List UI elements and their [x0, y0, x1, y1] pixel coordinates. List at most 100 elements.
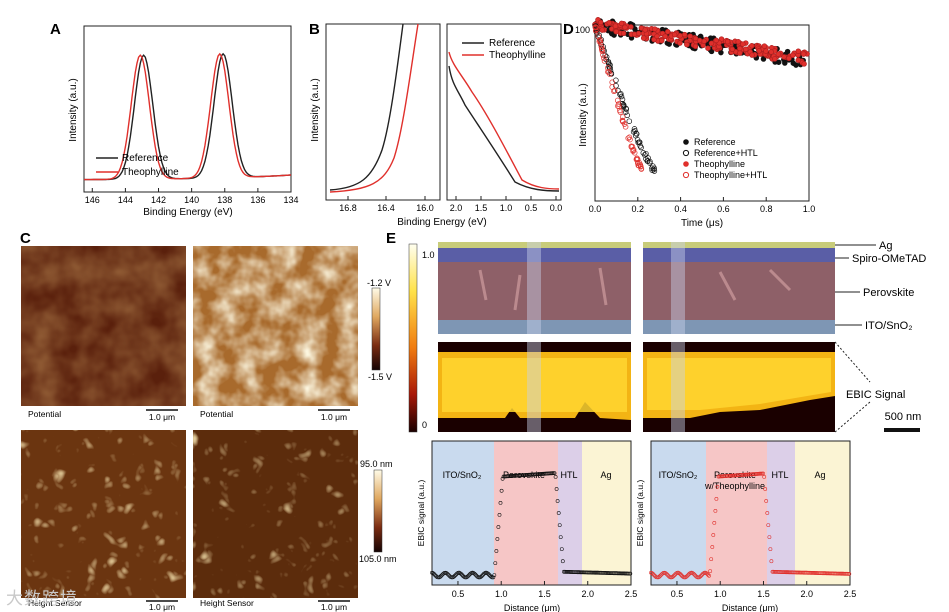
profile-point — [465, 574, 470, 579]
d-data-point — [795, 57, 802, 63]
d-data-point — [599, 27, 605, 33]
b-tick-label: 2.0 — [450, 203, 463, 213]
d-data-point — [609, 79, 615, 86]
d-data-point — [626, 134, 633, 141]
panel-letter-c: C — [20, 230, 31, 247]
layer-label-perovskite: Perovskite — [863, 287, 914, 299]
height-colorbar-bottom: 105.0 nm — [359, 554, 397, 564]
profile-point — [473, 572, 478, 577]
profile-point — [650, 571, 654, 576]
d-data-point — [615, 101, 622, 107]
height-map-theophylline-texture — [193, 430, 358, 598]
d-data-point — [737, 50, 743, 56]
profile-point — [553, 474, 558, 479]
b-left-theophylline-line — [329, 23, 419, 193]
panel-b-left-frame — [325, 23, 441, 201]
c-label-height-2: Height Sensor — [200, 598, 254, 608]
layer-label-ito: ITO/SnO₂ — [865, 320, 912, 332]
region-label-htl-right: HTL — [771, 470, 788, 480]
b-right-theophylline-line — [448, 51, 560, 190]
profile-point — [707, 573, 712, 578]
d-legend-marker-reference — [683, 139, 689, 145]
height-map-reference-texture — [21, 430, 186, 598]
a-tick-label: 134 — [283, 195, 298, 205]
profile-point — [628, 571, 633, 576]
d-data-point — [800, 51, 807, 57]
panel-d-points — [592, 17, 810, 174]
d-data-point — [606, 20, 612, 26]
a-tick-label: 146 — [85, 195, 100, 205]
c-scale-label-1: 1.0 μm — [149, 412, 175, 422]
d-data-point — [640, 35, 647, 41]
profile-point — [709, 557, 714, 562]
d-legend-marker-theophylline — [683, 161, 689, 167]
d-data-point — [618, 91, 624, 97]
profile-point — [500, 476, 505, 481]
profile-point — [765, 511, 770, 515]
profile-point — [479, 574, 484, 578]
d-data-point — [620, 118, 626, 125]
region-label-ag-left: Ag — [600, 470, 611, 480]
d-data-point — [677, 33, 683, 39]
d-data-point — [772, 56, 778, 62]
profile-tick-label: 2.0 — [581, 589, 594, 599]
profile-point — [652, 573, 657, 578]
profile-point — [691, 571, 696, 576]
c-label-potential-2: Potential — [200, 409, 233, 419]
d-data-point — [701, 38, 707, 45]
profile-tick-label: 1.5 — [757, 589, 770, 599]
d-data-point — [633, 131, 640, 137]
d-data-point — [602, 52, 608, 59]
profile-point — [555, 499, 560, 503]
d-legend-reference: Reference — [694, 137, 736, 147]
panel-letter-e: E — [386, 230, 396, 247]
profile-point — [476, 575, 481, 580]
d-data-point — [618, 93, 625, 100]
panel-a-ticks: 146 144 142 140 138 136 134 — [85, 188, 299, 205]
b-right-reference-line — [448, 65, 560, 192]
d-data-point — [749, 52, 755, 58]
profile-point — [494, 549, 499, 553]
potential-colorbar-bottom: -1.5 V — [368, 372, 392, 382]
profile-point — [708, 569, 713, 574]
d-data-point — [631, 150, 638, 156]
profile-point — [664, 572, 669, 576]
profile-point — [554, 487, 559, 491]
panel-b: B 16.8 16.4 16.0 2.0 1.5 1.0 0.5 0.0 Reference … — [309, 21, 562, 228]
region-htl-right — [767, 441, 795, 585]
d-data-point — [645, 155, 651, 161]
region-label-perovskite-right: Perovskite w/Theophylline — [704, 470, 765, 491]
d-data-point — [643, 150, 649, 157]
profile-point — [682, 575, 687, 580]
profile-left-points — [430, 471, 633, 580]
profile-point — [480, 573, 485, 577]
d-data-point — [618, 20, 625, 27]
panel-d: D 100 0.0 0.2 0.4 0.6 0.8 1.0 Time (μs) Inten… — [563, 17, 815, 229]
d-tick-label: 0.4 — [674, 204, 687, 214]
panel-b-xlabel: Binding Energy (eV) — [397, 217, 487, 228]
profile-right-ylabel: EBIC signal (a.u.) — [635, 480, 645, 547]
b-left-reference-line — [329, 23, 404, 191]
profile-point — [768, 547, 773, 552]
d-data-point — [654, 33, 660, 40]
profile-right-points — [649, 471, 852, 580]
region-ito-right — [651, 441, 706, 585]
b-tick-label: 0.5 — [525, 203, 538, 213]
profile-point — [713, 508, 718, 513]
profile-point — [490, 575, 495, 580]
profile-point — [657, 574, 662, 579]
profile-point — [560, 559, 565, 564]
profile-point — [552, 471, 557, 476]
profile-point — [766, 523, 771, 528]
d-data-point — [616, 103, 622, 110]
legend-theophylline: Theophylline — [122, 167, 179, 178]
d-data-point — [636, 139, 643, 145]
d-data-point — [761, 43, 768, 49]
d-data-point — [634, 155, 640, 161]
ebic-signal-label: EBIC Signal — [846, 389, 905, 401]
d-data-point — [705, 45, 711, 51]
d-data-point — [622, 124, 629, 130]
d-data-point — [638, 166, 645, 172]
b-tick-label: 16.0 — [416, 203, 434, 213]
